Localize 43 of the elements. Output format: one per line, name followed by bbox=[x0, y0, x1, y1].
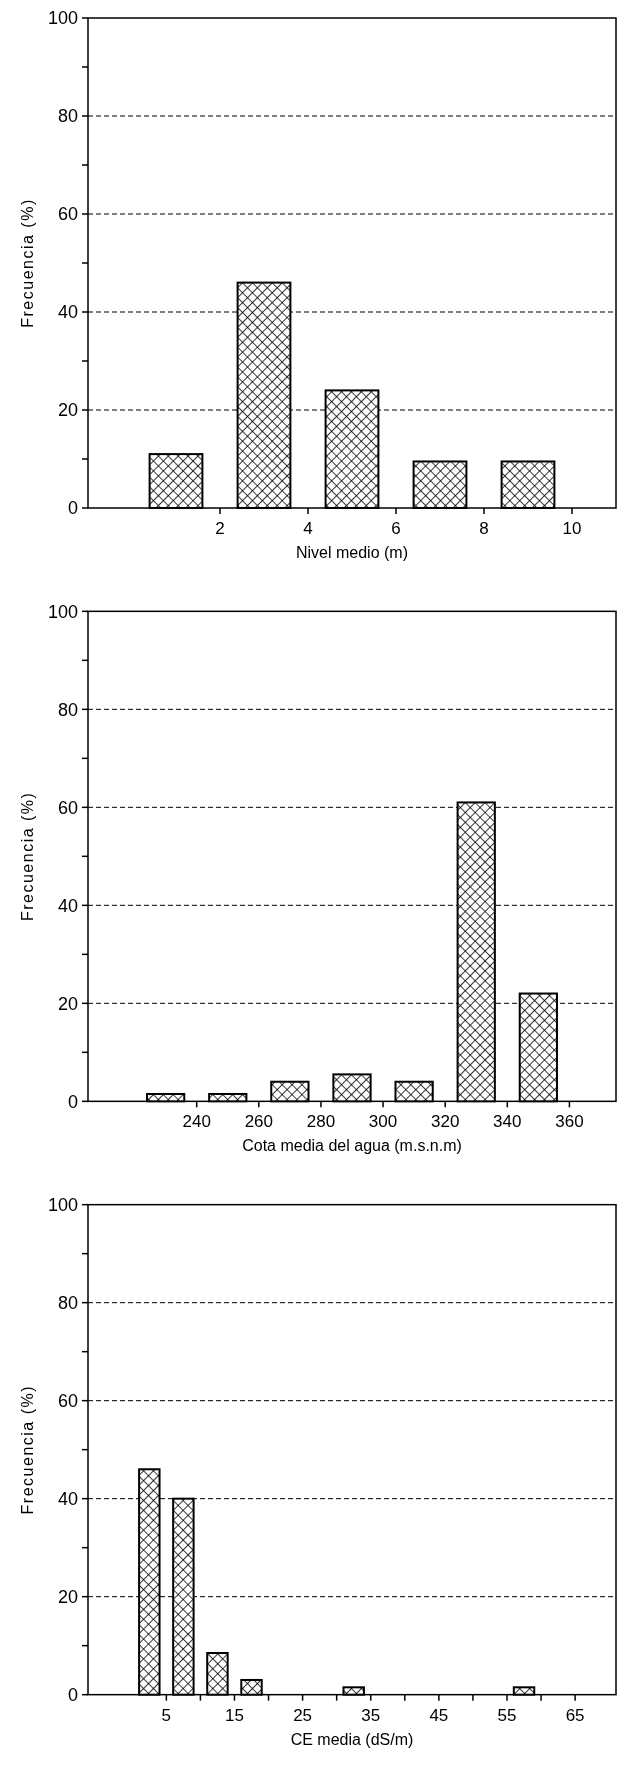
x-tick-label: 55 bbox=[497, 1705, 517, 1725]
x-tick-label: 10 bbox=[562, 519, 582, 538]
y-tick-label: 0 bbox=[67, 1091, 78, 1112]
y-tick-label: 60 bbox=[57, 797, 78, 818]
y-tick-label: 0 bbox=[67, 1684, 78, 1705]
y-tick-label: 20 bbox=[57, 993, 78, 1014]
y-axis-title: Frecuencia (%) bbox=[19, 791, 36, 922]
x-tick-label: 320 bbox=[430, 1112, 460, 1132]
x-tick-label: 280 bbox=[306, 1112, 336, 1132]
y-tick-label: 100 bbox=[47, 1194, 78, 1215]
x-tick-label: 15 bbox=[225, 1705, 244, 1725]
x-axis-title: CE media (dS/m) bbox=[290, 1730, 414, 1748]
x-tick-label: 360 bbox=[555, 1112, 584, 1132]
x-tick-label: 65 bbox=[565, 1705, 585, 1725]
y-tick-label: 60 bbox=[57, 204, 78, 225]
x-tick-label: 260 bbox=[244, 1112, 274, 1132]
x-tick-label: 5 bbox=[161, 1705, 172, 1725]
y-tick-label: 40 bbox=[57, 1488, 78, 1509]
x-tick-label: 340 bbox=[493, 1112, 522, 1132]
x-tick-label: 8 bbox=[479, 519, 489, 538]
y-tick-label: 100 bbox=[47, 8, 78, 29]
y-tick-label: 40 bbox=[57, 302, 78, 323]
y-tick-label: 80 bbox=[57, 699, 78, 720]
y-tick-label: 100 bbox=[47, 601, 78, 622]
x-tick-label: 240 bbox=[182, 1112, 211, 1132]
y-tick-label: 60 bbox=[57, 1390, 78, 1411]
x-tick-label: 45 bbox=[429, 1705, 449, 1725]
x-axis-title: Nivel medio (m) bbox=[295, 544, 409, 561]
y-tick-label: 40 bbox=[57, 895, 78, 916]
x-tick-label: 6 bbox=[391, 519, 401, 538]
x-tick-label: 4 bbox=[303, 519, 313, 538]
y-tick-label: 80 bbox=[57, 1292, 78, 1313]
y-tick-label: 0 bbox=[67, 498, 78, 519]
x-tick-label: 35 bbox=[361, 1705, 381, 1725]
y-tick-label: 20 bbox=[57, 1586, 78, 1607]
x-tick-label: 2 bbox=[215, 519, 225, 538]
x-axis-title: Cota media del agua (m.s.n.m) bbox=[242, 1137, 462, 1155]
x-tick-label: 300 bbox=[368, 1112, 398, 1132]
y-tick-label: 80 bbox=[57, 106, 78, 127]
x-tick-label: 25 bbox=[293, 1705, 313, 1725]
y-axis-title: Frecuencia (%) bbox=[19, 198, 36, 328]
y-axis-title: Frecuencia (%) bbox=[19, 1384, 36, 1515]
y-tick-label: 20 bbox=[57, 400, 78, 421]
